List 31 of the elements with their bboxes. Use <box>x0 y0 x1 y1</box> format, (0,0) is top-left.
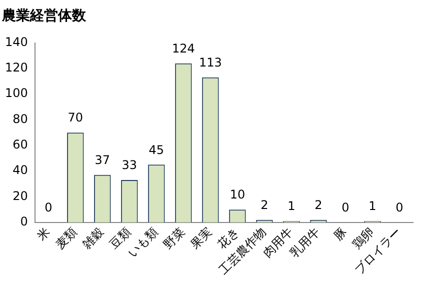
data-label: 124 <box>172 41 195 56</box>
x-tick-label: 果実 <box>188 224 215 252</box>
y-tick-label: 120 <box>5 60 28 75</box>
data-label: 0 <box>44 200 52 215</box>
x-tick-label: 野菜 <box>160 224 188 252</box>
y-tick-label: 60 <box>12 138 28 152</box>
data-label: 37 <box>94 153 110 168</box>
y-tick-label: 0 <box>20 214 28 229</box>
data-label: 0 <box>342 200 350 215</box>
data-label: 2 <box>314 198 322 212</box>
x-tick-label: 鶏卵 <box>350 224 377 252</box>
y-tick-label: 80 <box>12 112 28 126</box>
y-tick-label: 20 <box>12 188 28 203</box>
x-tick-label: 雑穀 <box>80 224 107 252</box>
data-label: 10 <box>230 188 246 202</box>
x-tick-label: 豆類 <box>106 224 134 252</box>
x-tick-label: 豚 <box>331 224 350 244</box>
data-label: 70 <box>68 110 84 125</box>
x-tick-label: 麦類 <box>52 224 80 252</box>
data-label: 2 <box>260 198 268 212</box>
data-label: 33 <box>122 158 138 172</box>
data-label: 113 <box>198 56 222 70</box>
y-tick-label: 100 <box>5 86 28 100</box>
x-tick-label: 米 <box>34 224 53 244</box>
y-tick-label: 40 <box>12 163 28 178</box>
data-label: 45 <box>148 142 164 157</box>
data-label: 1 <box>288 199 296 214</box>
data-label: 0 <box>396 200 404 215</box>
data-label: 1 <box>368 199 376 214</box>
chart-title: 農業経営体数 <box>1 8 87 24</box>
y-tick-label: 140 <box>5 34 28 49</box>
